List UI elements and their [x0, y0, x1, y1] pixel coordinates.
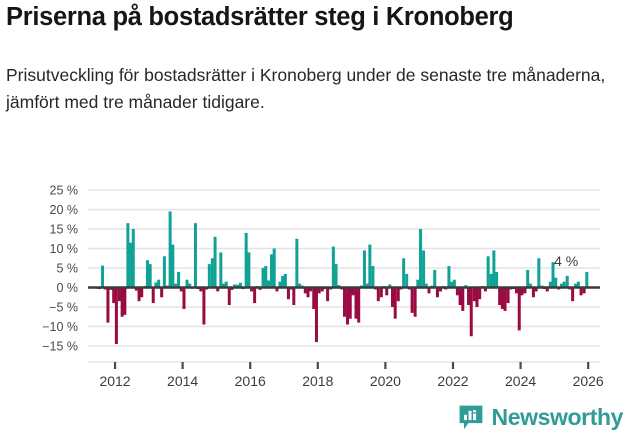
svg-text:−5 %: −5 % [49, 301, 78, 315]
bars [92, 211, 589, 345]
svg-text:2022: 2022 [437, 373, 468, 389]
svg-text:10 %: 10 % [50, 242, 79, 256]
value-annotation: 4 % [554, 253, 578, 269]
svg-text:−15 %: −15 % [42, 340, 78, 354]
svg-text:2012: 2012 [99, 373, 130, 389]
bar-chart: 25 % 20 % 15 % 10 % 5 % 0 % −5 % −10 % −15 % 201… [42, 184, 604, 390]
y-axis-labels: 25 % 20 % 15 % 10 % 5 % 0 % −5 % −10 % −15 % [42, 184, 78, 354]
brand-name: Newsworthy [491, 403, 624, 430]
page-title: Priserna på bostadsrätter steg i Kronobe… [6, 3, 514, 31]
bar-chart-speech-bubble-icon [459, 405, 482, 430]
svg-text:0 %: 0 % [56, 281, 78, 295]
x-axis-ticks [113, 362, 590, 369]
svg-text:4 %: 4 % [554, 253, 578, 269]
svg-text:25 %: 25 % [50, 184, 79, 198]
svg-text:2020: 2020 [370, 373, 401, 389]
chart-container: 25 % 20 % 15 % 10 % 5 % 0 % −5 % −10 % −15 % 201… [0, 176, 631, 391]
newsworthy-logo[interactable]: Newsworthy [457, 403, 623, 431]
x-axis-labels: 2012 2014 2016 2018 2020 2022 2024 2026 [99, 373, 603, 389]
svg-text:−10 %: −10 % [42, 320, 78, 334]
svg-text:2026: 2026 [573, 373, 604, 389]
svg-text:15 %: 15 % [50, 223, 79, 237]
svg-text:2016: 2016 [235, 373, 266, 389]
page-subtitle: Prisutveckling för bostadsrätter i Krono… [6, 65, 606, 113]
svg-text:20 %: 20 % [50, 203, 79, 217]
svg-text:2024: 2024 [505, 373, 536, 389]
svg-text:2018: 2018 [302, 373, 333, 389]
svg-text:5 %: 5 % [56, 262, 78, 276]
svg-text:2014: 2014 [167, 373, 198, 389]
